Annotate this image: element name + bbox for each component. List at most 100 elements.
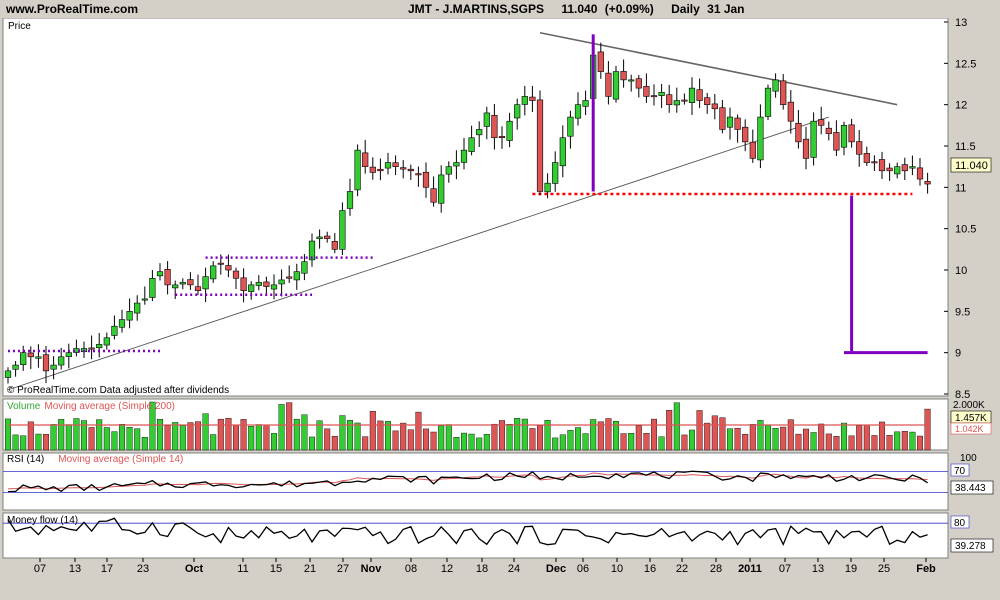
candle-down (597, 51, 604, 72)
mf-tag: 39.278 (955, 541, 986, 552)
rsi-line (7, 470, 928, 493)
candle-up (453, 162, 460, 167)
volume-bar (605, 418, 612, 451)
x-tick-label: 07 (779, 563, 791, 575)
volume-bar (597, 421, 604, 451)
price-footer: © ProRealTime.com Data adjusted after di… (7, 385, 229, 396)
price-tick-label: 12.5 (955, 58, 976, 70)
volume-bar (803, 428, 810, 451)
volume-bar (88, 427, 95, 451)
chart-svg: 8.5 9 9.5 10 10.5 11 11.5 12 12.5 13 07 13 17 23 Oct 11… (2, 18, 994, 575)
candle-down (825, 127, 832, 134)
price-label: Price (8, 21, 31, 32)
candle-up (255, 282, 262, 286)
volume-bar (271, 433, 278, 451)
volume-bar (453, 437, 460, 451)
x-tick-label: 08 (405, 563, 417, 575)
volume-bar (856, 425, 863, 451)
volume-bar (772, 428, 779, 451)
candle-down (749, 141, 756, 159)
candle-up (172, 284, 179, 289)
volume-bar (711, 415, 718, 451)
volume-bar (293, 418, 300, 451)
volume-bar (58, 419, 65, 451)
x-tick-label: 13 (69, 563, 81, 575)
candle-down (924, 181, 931, 185)
volume-bar (833, 435, 840, 451)
candle-down (681, 99, 688, 102)
candle-up (308, 240, 316, 261)
volume-bar (27, 421, 34, 451)
rsi-level: 70 (954, 466, 966, 477)
candle-down (848, 124, 855, 143)
volume-bar (194, 421, 201, 451)
candle-down (407, 168, 414, 172)
volume-bar (552, 437, 559, 451)
date: 31 Jan (707, 2, 745, 16)
candle-down (780, 80, 787, 105)
volume-bar (559, 434, 566, 451)
rsi-tag-box (950, 480, 994, 495)
candle-up (688, 87, 696, 103)
volume-bar (613, 421, 620, 451)
mf-tag-box (950, 538, 994, 553)
x-tick-label: Dec (546, 563, 566, 575)
volume-bar (316, 420, 323, 451)
volume-bar (407, 429, 414, 451)
candle-down (719, 107, 726, 130)
rsi-label: RSI (14) Moving average (Simple 14) (7, 454, 183, 465)
volume-bar (780, 426, 787, 451)
x-tick-label: 22 (676, 563, 688, 575)
x-tick-label: 28 (710, 563, 722, 575)
candle-down (529, 96, 536, 101)
x-tick-label: 12 (441, 563, 453, 575)
candle-down (422, 171, 430, 188)
volume-bar (149, 401, 156, 451)
price-tag: 11.040 (955, 160, 988, 172)
volume-bar (103, 427, 110, 451)
volume-bar (369, 410, 376, 451)
candle-down (491, 115, 498, 139)
candle-up (20, 352, 27, 365)
candle-down (263, 281, 270, 287)
mf-level: 80 (954, 518, 966, 529)
volume-bar (225, 417, 232, 451)
candle-down (635, 78, 642, 89)
volume-bar (309, 436, 316, 451)
volume-bar (719, 417, 726, 451)
volume-bar (187, 422, 194, 451)
candle-up (278, 279, 285, 285)
candle-down (164, 269, 171, 286)
candle-up (179, 282, 186, 285)
candle-up (293, 271, 300, 281)
price-tick-label: 13 (955, 18, 967, 29)
volume-bar (423, 428, 430, 451)
volume-bar (248, 426, 255, 451)
candle-up (483, 112, 490, 127)
candle-up (574, 104, 582, 119)
falling-resistance-line (539, 31, 898, 106)
candle-up (103, 337, 110, 346)
site-name[interactable]: www.ProRealTime.com (6, 2, 139, 16)
volume-bar (12, 434, 19, 451)
last-price: 11.040 (561, 2, 598, 16)
price-change: (+0.09%) (604, 2, 654, 16)
x-tick-label: 15 (270, 563, 282, 575)
volume-axis-top: 2.000K (953, 400, 985, 411)
x-tick-label: 23 (137, 563, 149, 575)
volume-bar (901, 431, 908, 451)
candle-up (35, 356, 42, 359)
volume-bar (164, 425, 171, 451)
volume-ma-tag: 1.042K (955, 424, 984, 434)
candle-up (118, 319, 126, 328)
volume-bar (278, 404, 285, 451)
candle-down (377, 168, 384, 172)
volume-bar (757, 420, 764, 451)
candle-down (27, 352, 34, 358)
volume-bar (499, 420, 506, 451)
volume-bar (445, 424, 452, 451)
volume-bar (118, 424, 125, 451)
candle-down (187, 279, 194, 286)
price-tick-label: 8.5 (955, 389, 970, 401)
